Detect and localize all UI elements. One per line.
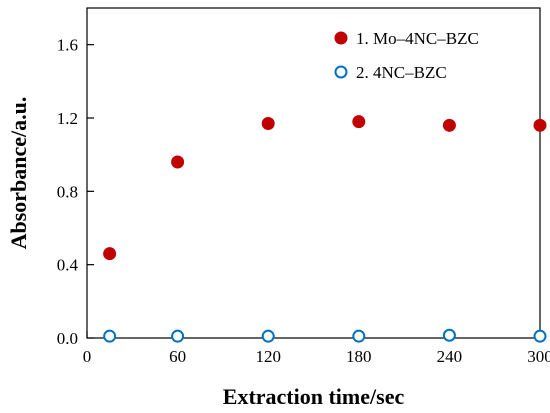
x-tick-label: 60	[169, 347, 186, 366]
data-point-series-1	[261, 117, 275, 130]
data-point-series-1	[103, 247, 117, 261]
data-point-series-1	[533, 118, 547, 132]
legend: 1. Mo–4NC–BZC 2. 4NC–BZC	[334, 29, 479, 82]
y-axis-ticks: 0.0 0.4 0.8 1.2 1.6	[57, 36, 94, 348]
y-axis-title: Absorbance/a.u.	[6, 97, 31, 250]
data-point-series-2	[103, 329, 117, 343]
legend-marker-series-2	[334, 65, 348, 79]
data-point-series-1	[442, 118, 456, 132]
x-tick-label: 240	[437, 347, 463, 366]
data-point-series-1	[171, 155, 185, 169]
y-tick-label: 1.2	[57, 109, 78, 128]
data-points	[103, 115, 547, 343]
y-tick-label: 1.6	[57, 36, 78, 55]
data-point-series-2	[533, 329, 547, 343]
y-tick-label: 0.4	[57, 256, 79, 275]
x-axis-title: Extraction time/sec	[223, 384, 405, 409]
legend-label-series-2: 2. 4NC–BZC	[356, 63, 447, 82]
x-axis-ticks: 0 60 120 180 240 300	[83, 331, 550, 366]
data-point-series-2	[352, 329, 366, 343]
x-tick-label: 120	[255, 347, 281, 366]
data-point-series-2	[442, 328, 456, 342]
x-tick-label: 300	[527, 347, 550, 366]
data-point-series-1	[352, 115, 366, 129]
legend-label-series-1: 1. Mo–4NC–BZC	[356, 29, 479, 48]
plot-frame	[86, 7, 541, 339]
y-tick-label: 0.8	[57, 182, 78, 201]
data-point-series-2	[261, 329, 275, 343]
y-tick-label: 0.0	[57, 329, 78, 348]
x-tick-label: 0	[83, 347, 92, 366]
data-point-series-2	[171, 329, 185, 343]
x-tick-label: 180	[346, 347, 372, 366]
legend-marker-series-1	[334, 31, 348, 45]
